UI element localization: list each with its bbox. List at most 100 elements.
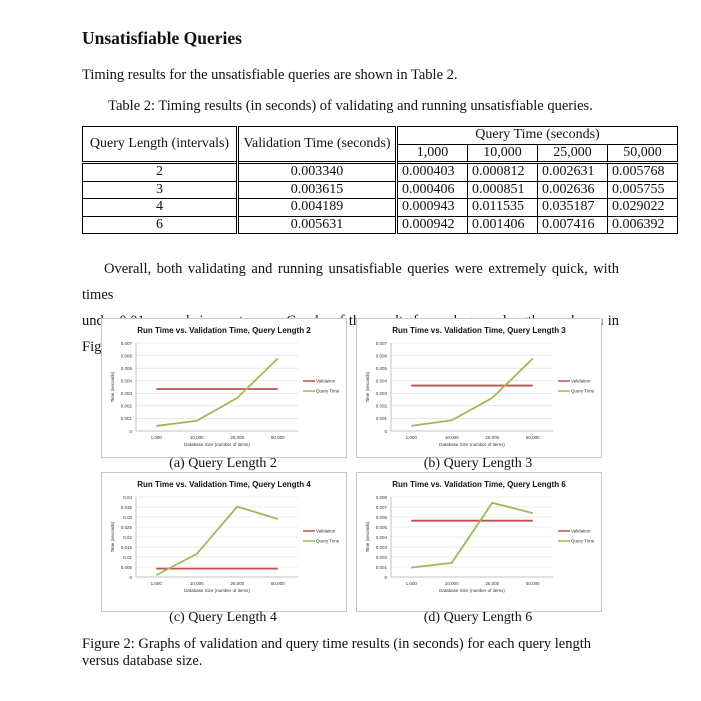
cell-time: 0.000403	[396, 162, 468, 182]
cell-time: 0.011535	[467, 198, 538, 217]
subcaption-c: (c) Query Length 4	[169, 610, 277, 625]
cell-time: 0.000812	[467, 162, 538, 182]
x-tick-label: 10,000	[445, 435, 459, 440]
y-tick-label: 0.04	[123, 495, 132, 500]
y-tick-label: 0.005	[121, 565, 133, 570]
x-tick-label: 50,000	[526, 581, 540, 586]
x-tick-label: 50,000	[526, 435, 540, 440]
header-size: 50,000	[607, 143, 678, 163]
series-line-query-time	[156, 357, 279, 427]
table-row: 3 0.003615 0.000406 0.000851 0.002636 0.…	[82, 180, 678, 199]
cell-time: 0.000943	[396, 198, 468, 217]
header-validation-time: Validation Time (seconds)	[237, 126, 398, 163]
y-tick-label: 0.002	[376, 404, 388, 409]
chart-b: Run Time vs. Validation Time, Query Leng…	[356, 318, 602, 458]
x-tick-label: 1,000	[406, 435, 418, 440]
chart-svg: Run Time vs. Validation Time, Query Leng…	[110, 480, 340, 593]
y-tick-label: 0.006	[121, 353, 133, 358]
cell-time: 0.000851	[467, 180, 538, 199]
y-tick-label: 0.005	[121, 366, 133, 371]
timing-table: Query Length (intervals) Validation Time…	[82, 126, 678, 234]
series-line-query-time	[411, 501, 533, 569]
y-tick-label: 0.004	[376, 535, 388, 540]
y-tick-label: 0.001	[121, 416, 133, 421]
legend-label: Validation	[316, 529, 336, 534]
figure-caption: Figure 2: Graphs of validation and query…	[82, 636, 591, 669]
y-tick-label: 0.005	[376, 366, 388, 371]
y-tick-label: 0.007	[376, 505, 388, 510]
chart-c: Run Time vs. Validation Time, Query Leng…	[101, 472, 347, 612]
chart-svg: Run Time vs. Validation Time, Query Leng…	[110, 326, 340, 447]
x-tick-label: 25,000	[485, 581, 499, 586]
cell-time: 0.000942	[396, 215, 468, 234]
y-tick-label: 0.002	[376, 555, 388, 560]
y-tick-label: 0.001	[376, 565, 388, 570]
cell-length: 3	[82, 180, 239, 199]
x-tick-label: 50,000	[271, 581, 285, 586]
y-tick-label: 0	[129, 429, 132, 434]
cell-time: 0.006392	[607, 215, 678, 234]
x-tick-label: 10,000	[190, 581, 204, 586]
x-tick-label: 10,000	[445, 581, 459, 586]
cell-time: 0.000406	[396, 180, 468, 199]
legend-label: Validation	[571, 379, 591, 384]
subcaption-d: (d) Query Length 6	[423, 610, 533, 625]
x-tick-label: 1,000	[151, 435, 163, 440]
y-tick-label: 0.008	[376, 495, 388, 500]
y-tick-label: 0.006	[376, 353, 388, 358]
paragraph-line: Overall, both validating and running uns…	[82, 261, 619, 303]
x-axis-label: Database Size (number of items)	[439, 588, 505, 593]
y-axis-label: Time (seconds)	[110, 521, 115, 552]
y-tick-label: 0.004	[121, 379, 133, 384]
y-tick-label: 0.007	[121, 341, 133, 346]
header-size: 1,000	[396, 143, 468, 163]
y-tick-label: 0.001	[376, 416, 388, 421]
cell-time: 0.001406	[467, 215, 538, 234]
legend-label: Validation	[571, 529, 591, 534]
legend-label: Query Time	[316, 389, 340, 394]
chart-d: Run Time vs. Validation Time, Query Leng…	[356, 472, 602, 612]
legend-label: Query Time	[571, 389, 595, 394]
x-axis-label: Database Size (number of items)	[439, 442, 505, 447]
legend-label: Query Time	[571, 539, 595, 544]
series-line-query-time	[411, 358, 534, 427]
cell-validation: 0.003340	[237, 162, 398, 182]
cell-validation: 0.003615	[237, 180, 398, 199]
y-tick-label: 0.005	[376, 525, 388, 530]
series-line-query-time	[155, 505, 279, 576]
x-tick-label: 25,000	[230, 581, 244, 586]
subcaption-b: (b) Query Length 3	[423, 456, 533, 471]
header-query-time: Query Time (seconds)	[396, 126, 678, 145]
legend-label: Validation	[316, 379, 336, 384]
y-axis-label: Time (seconds)	[110, 371, 115, 402]
x-tick-label: 50,000	[271, 435, 285, 440]
y-tick-label: 0.035	[121, 505, 133, 510]
cell-length: 4	[82, 198, 239, 217]
cell-time: 0.007416	[537, 215, 608, 234]
cell-time: 0.035187	[537, 198, 608, 217]
y-tick-label: 0.003	[376, 391, 388, 396]
x-tick-label: 1,000	[406, 581, 418, 586]
y-tick-label: 0	[129, 575, 132, 580]
y-tick-label: 0.03	[123, 515, 132, 520]
cell-validation: 0.004189	[237, 198, 398, 217]
cell-length: 6	[82, 215, 239, 234]
chart-svg: Run Time vs. Validation Time, Query Leng…	[365, 480, 595, 593]
header-query-length: Query Length (intervals)	[82, 126, 239, 163]
y-tick-label: 0.003	[376, 545, 388, 550]
y-tick-label: 0.002	[121, 404, 133, 409]
header-size: 10,000	[467, 143, 538, 163]
cell-time: 0.002631	[537, 162, 608, 182]
intro-text: Timing results for the unsatisfiable que…	[82, 67, 458, 83]
chart-title: Run Time vs. Validation Time, Query Leng…	[392, 326, 566, 335]
cell-length: 2	[82, 162, 239, 182]
y-tick-label: 0.006	[376, 515, 388, 520]
y-axis-label: Time (seconds)	[365, 521, 370, 552]
cell-time: 0.005755	[607, 180, 678, 199]
section-title: Unsatisfiable Queries	[82, 28, 242, 48]
y-tick-label: 0.015	[121, 545, 133, 550]
table-row: 4 0.004189 0.000943 0.011535 0.035187 0.…	[82, 198, 678, 217]
header-size: 25,000	[537, 143, 608, 163]
y-tick-label: 0.025	[121, 525, 133, 530]
y-tick-label: 0.01	[123, 555, 132, 560]
